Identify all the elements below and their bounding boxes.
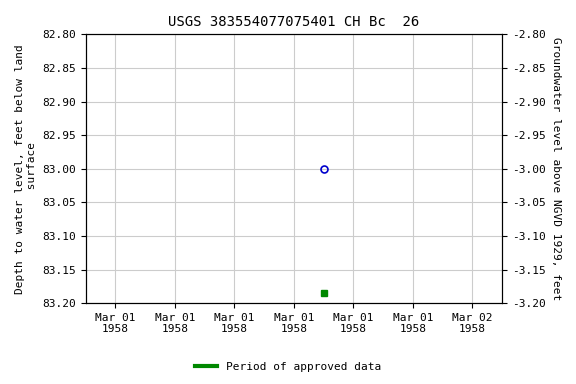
Y-axis label: Depth to water level, feet below land
 surface: Depth to water level, feet below land su… bbox=[15, 44, 37, 294]
Y-axis label: Groundwater level above NGVD 1929, feet: Groundwater level above NGVD 1929, feet bbox=[551, 37, 561, 300]
Title: USGS 383554077075401 CH Bc  26: USGS 383554077075401 CH Bc 26 bbox=[168, 15, 419, 29]
Legend: Period of approved data: Period of approved data bbox=[191, 358, 385, 377]
